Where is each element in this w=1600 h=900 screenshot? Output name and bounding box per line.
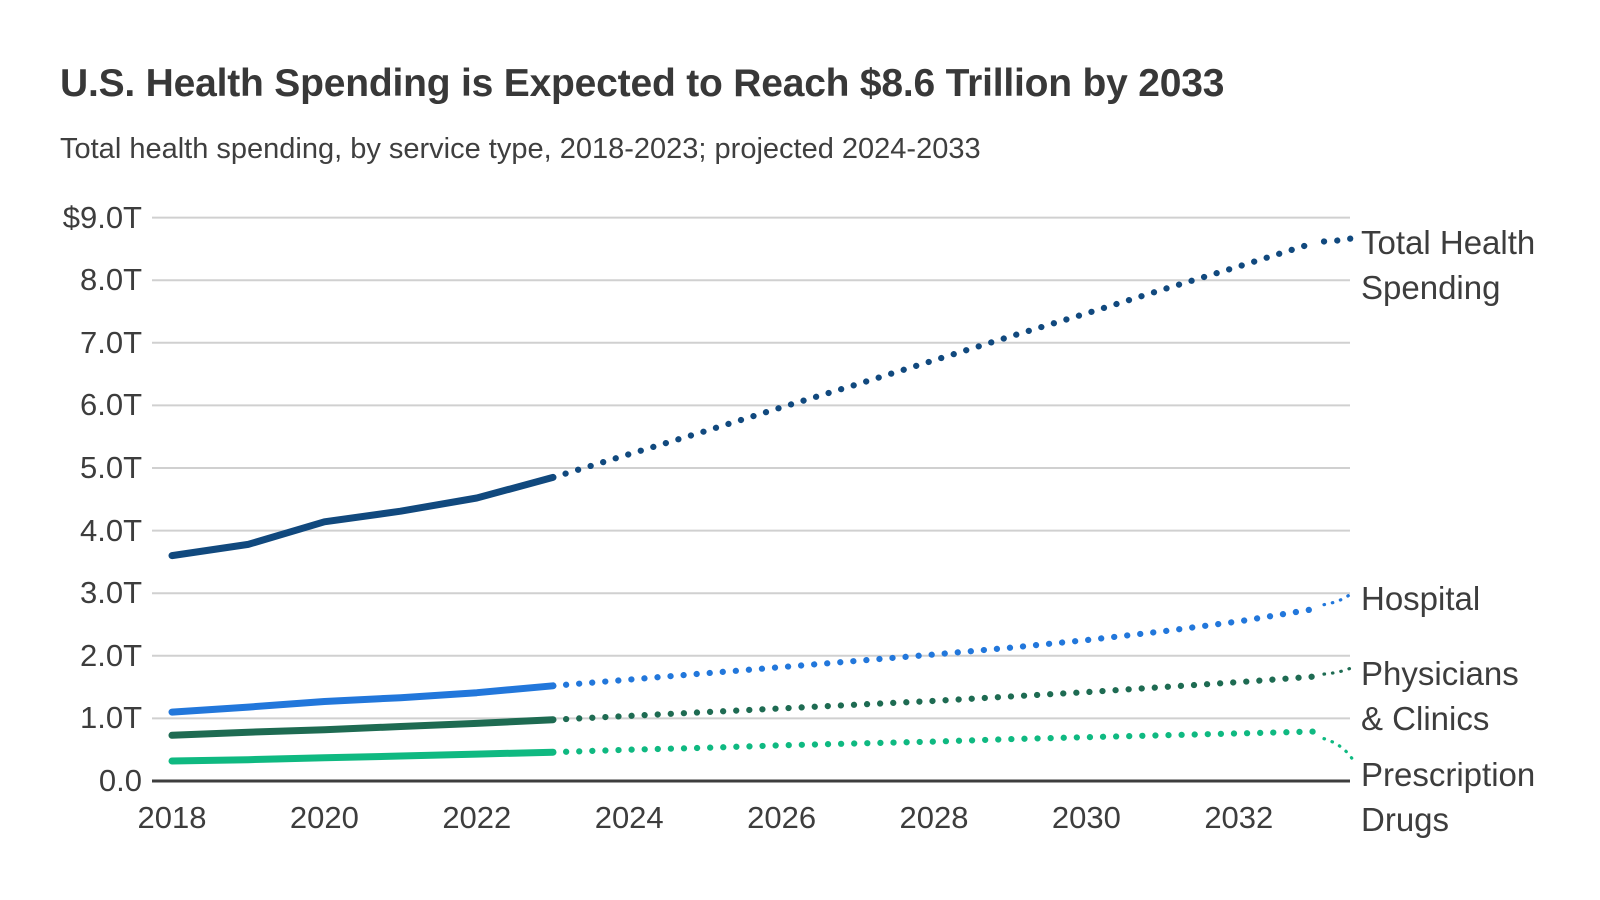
series-line-projected-hospital xyxy=(549,605,1319,689)
y-axis-tick-label: 8.0T xyxy=(79,262,142,298)
y-axis-tick-label: 2.0T xyxy=(79,637,142,673)
series-line-projected-total-health-spending xyxy=(549,239,1319,481)
series-line-projected-physicians-clinics xyxy=(549,673,1319,723)
label-leader-physicians-clinics xyxy=(1322,665,1355,676)
series-line-projected-prescription-drugs xyxy=(549,728,1319,756)
series-line-actual-physicians-clinics xyxy=(168,716,557,739)
series-label-prescription-drugs: Prescription Drugs xyxy=(1361,756,1536,838)
y-axis-tick-label: 4.0T xyxy=(79,512,142,548)
series-line-actual-prescription-drugs xyxy=(168,748,557,765)
label-leader-prescription-drugs xyxy=(1322,737,1355,762)
y-axis-tick-label: 6.0T xyxy=(79,387,142,423)
label-leader-hospital xyxy=(1322,590,1355,607)
y-axis-tick-label: 7.0T xyxy=(79,324,142,360)
x-axis-tick-label: 2032 xyxy=(1204,800,1274,835)
x-axis-tick-label: 2030 xyxy=(1051,800,1121,835)
chart-subtitle: Total health spending, by service type, … xyxy=(60,133,981,165)
x-axis-tick-label: 2026 xyxy=(747,800,817,835)
x-axis-tick-label: 2022 xyxy=(442,800,512,835)
series-label-total-health-spending: Total Health Spending xyxy=(1361,224,1536,306)
label-leader-total-health-spending xyxy=(1320,234,1357,245)
y-axis-tick-label: $9.0T xyxy=(62,199,142,235)
series-label-physicians-clinics: Physicians & Clinics xyxy=(1361,655,1519,737)
x-axis-tick-label: 2028 xyxy=(899,800,969,835)
chart-title: U.S. Health Spending is Expected to Reac… xyxy=(60,62,1225,105)
x-axis-tick-label: 2018 xyxy=(137,800,207,835)
y-axis-tick-label: 5.0T xyxy=(79,450,142,485)
y-axis-tick-label: 1.0T xyxy=(79,700,142,736)
series-label-hospital: Hospital xyxy=(1361,580,1481,617)
y-axis-tick-label: 0.0 xyxy=(98,763,142,798)
y-axis-tick-label: 3.0T xyxy=(79,575,142,611)
series-line-actual-hospital xyxy=(168,682,557,716)
series-line-actual-total-health-spending xyxy=(168,473,557,560)
x-axis-tick-label: 2024 xyxy=(594,800,664,835)
x-axis-tick-label: 2020 xyxy=(289,800,359,835)
